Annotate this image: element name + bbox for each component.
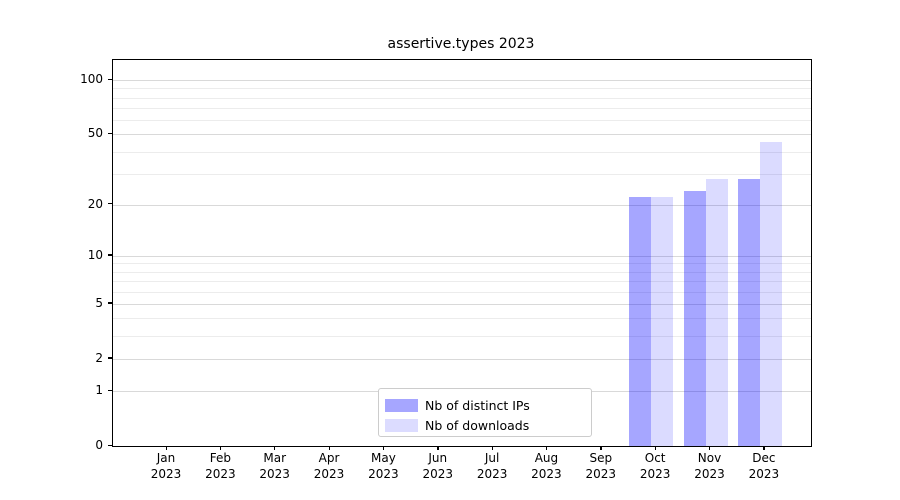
minor-gridline bbox=[113, 107, 811, 109]
x-tick-label: Mar 2023 bbox=[259, 451, 290, 481]
minor-gridline bbox=[113, 263, 811, 265]
minor-gridline bbox=[113, 97, 811, 99]
minor-gridline bbox=[113, 271, 811, 273]
y-tick-mark bbox=[108, 357, 112, 359]
plot-area bbox=[112, 59, 812, 447]
y-tick-label: 2 bbox=[95, 350, 103, 365]
y-tick-label: 20 bbox=[87, 196, 103, 211]
y-tick-mark bbox=[108, 78, 112, 80]
legend: Nb of distinct IPs Nb of downloads bbox=[378, 388, 592, 437]
x-tick-label: Dec 2023 bbox=[748, 451, 780, 481]
x-tick-mark bbox=[545, 446, 548, 450]
y-tick-label: 100 bbox=[80, 72, 103, 87]
x-tick-label: Nov 2023 bbox=[694, 451, 725, 481]
x-tick-mark bbox=[437, 446, 439, 450]
legend-item: Nb of distinct IPs bbox=[385, 396, 583, 414]
y-tick-label: 5 bbox=[95, 295, 103, 310]
x-tick-label: Jul 2023 bbox=[476, 451, 508, 481]
minor-gridline bbox=[113, 120, 811, 121]
major-gridline bbox=[113, 255, 811, 257]
x-tick-label: Oct 2023 bbox=[639, 451, 671, 481]
x-tick-label: Jan 2023 bbox=[150, 451, 182, 481]
x-tick-mark bbox=[654, 446, 656, 450]
minor-gridline bbox=[113, 173, 811, 175]
x-tick-label: Aug 2023 bbox=[531, 451, 562, 481]
x-tick-mark bbox=[600, 446, 602, 450]
x-tick-label: May 2023 bbox=[368, 451, 399, 481]
legend-swatch bbox=[385, 398, 418, 412]
y-tick-label: 1 bbox=[95, 383, 103, 398]
legend-label: Nb of downloads bbox=[425, 417, 530, 433]
y-tick-label: 0 bbox=[95, 438, 103, 452]
y-tick-mark bbox=[108, 389, 112, 391]
minor-gridline bbox=[113, 281, 811, 283]
x-tick-label: Jun 2023 bbox=[422, 451, 454, 481]
y-tick-mark bbox=[108, 444, 112, 446]
x-tick-label: Sep 2023 bbox=[585, 451, 617, 481]
legend-label: Nb of distinct IPs bbox=[425, 397, 530, 413]
x-tick-label: Apr 2023 bbox=[313, 451, 345, 481]
minor-gridline bbox=[113, 151, 811, 153]
major-gridline bbox=[113, 204, 811, 206]
minor-gridline bbox=[113, 336, 811, 338]
legend-item: Nb of downloads bbox=[385, 416, 583, 434]
chart-title: assertive.types 2023 bbox=[387, 36, 535, 52]
bar-dec-ips bbox=[737, 178, 760, 446]
major-gridline bbox=[113, 134, 811, 136]
x-tick-mark bbox=[219, 446, 222, 450]
x-tick-mark bbox=[274, 446, 276, 450]
x-tick-mark bbox=[491, 446, 493, 450]
y-tick-mark bbox=[108, 254, 112, 256]
x-tick-mark bbox=[709, 446, 711, 450]
minor-gridline bbox=[113, 88, 811, 90]
y-tick-label: 50 bbox=[87, 126, 103, 141]
x-tick-label: Feb 2023 bbox=[205, 451, 236, 481]
major-gridline bbox=[113, 303, 811, 305]
bar-nov-downloads bbox=[705, 178, 728, 446]
x-tick-mark bbox=[763, 446, 765, 450]
y-tick-mark bbox=[108, 132, 112, 134]
x-tick-mark bbox=[328, 446, 330, 450]
major-gridline bbox=[113, 358, 811, 360]
x-tick-mark bbox=[165, 446, 167, 450]
x-tick-mark bbox=[382, 446, 385, 450]
bar-oct-downloads bbox=[651, 197, 674, 446]
y-tick-mark bbox=[108, 302, 112, 304]
minor-gridline bbox=[113, 318, 811, 320]
bar-nov-ips bbox=[683, 190, 706, 446]
legend-swatch bbox=[385, 418, 418, 432]
bar-dec-downloads bbox=[759, 142, 782, 446]
y-tick-mark bbox=[108, 203, 112, 205]
major-gridline bbox=[113, 80, 811, 82]
y-tick-label: 10 bbox=[87, 247, 103, 262]
bar-oct-ips bbox=[629, 197, 652, 446]
minor-gridline bbox=[113, 291, 811, 293]
